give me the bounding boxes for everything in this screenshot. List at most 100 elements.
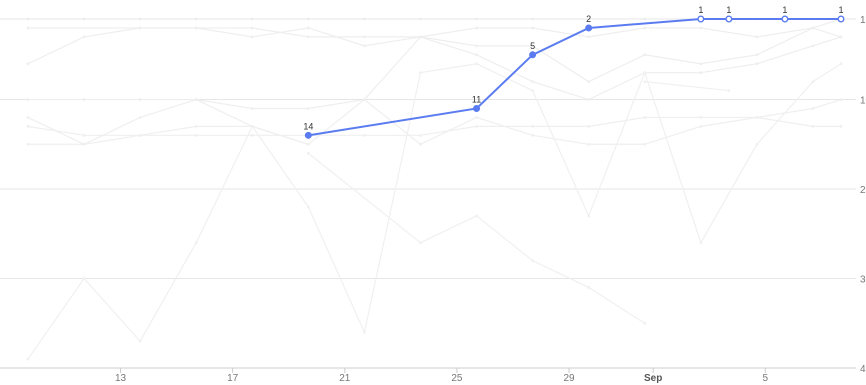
background-series-point [26, 98, 30, 101]
highlight-series-line [308, 18, 841, 137]
background-series-point [363, 35, 366, 39]
background-series-point [138, 26, 142, 30]
background-series-point [811, 107, 815, 110]
highlight-series-point [529, 51, 537, 59]
data-label: 1 [782, 5, 787, 15]
background-series-point [26, 17, 30, 21]
background-series-point [306, 35, 310, 39]
background-series-point [138, 17, 142, 21]
background-series-point [419, 241, 422, 245]
background-series-point [531, 133, 535, 137]
x-tick-label: 13 [115, 373, 127, 384]
y-tick-label: 20 [860, 185, 866, 196]
background-series-point [250, 26, 254, 30]
highlight-series-point [585, 24, 593, 32]
background-series-point [811, 26, 815, 30]
background-series-point [419, 142, 422, 146]
background-series-point [475, 26, 478, 30]
background-series-point [250, 17, 254, 21]
background-series-point [531, 124, 535, 128]
background-series-point [475, 124, 478, 128]
background-series-point [306, 107, 310, 110]
background-series-line [28, 36, 842, 110]
background-series-line [28, 27, 842, 47]
background-series-point [643, 80, 647, 84]
x-tick-label: 25 [451, 373, 463, 384]
background-series-point [306, 142, 310, 146]
background-series-point [727, 89, 731, 92]
highlight-series-point [781, 15, 789, 23]
highlight-series-point [725, 15, 733, 23]
background-series-point [138, 116, 142, 119]
background-series-point [26, 116, 30, 119]
background-series-point [194, 124, 198, 128]
x-tick-label: Sep [644, 373, 662, 384]
background-series-point [194, 98, 198, 101]
data-label: 2 [586, 14, 591, 24]
background-series-point [643, 53, 647, 57]
background-series-point [363, 330, 366, 334]
background-series-point [811, 80, 815, 84]
background-series-point [82, 98, 86, 101]
background-series-line [644, 81, 729, 92]
background-series-point [194, 241, 198, 245]
background-series-point [475, 214, 478, 218]
background-series-point [194, 133, 198, 137]
background-series-point [363, 133, 366, 137]
background-series-point [306, 17, 310, 21]
data-label: 5 [530, 41, 535, 51]
data-label: 1 [726, 5, 731, 15]
background-series-point [643, 17, 647, 21]
background-series-point [699, 124, 703, 128]
background-series-point [26, 357, 30, 361]
background-series-point [306, 205, 310, 209]
background-series-point [643, 321, 647, 325]
background-series-point [138, 98, 142, 101]
background-series-point [531, 26, 535, 30]
background-series-point [363, 17, 366, 21]
background-series-point [306, 151, 310, 155]
background-series-point [419, 71, 422, 75]
y-tick-label: 40 [860, 364, 866, 375]
background-series-point [138, 133, 142, 137]
background-series-point [643, 116, 647, 119]
highlight-series-point [473, 104, 481, 112]
background-series-point [419, 133, 422, 137]
background-series-point [699, 26, 703, 30]
highlight-series-point [837, 15, 845, 23]
background-series-point [643, 26, 647, 30]
x-tick-label: 21 [339, 373, 351, 384]
background-series-point [587, 80, 591, 84]
background-series-point [194, 26, 198, 30]
background-series-point [755, 116, 759, 119]
background-series-point [475, 44, 478, 48]
background-series-point [587, 17, 591, 21]
background-series-point [839, 62, 843, 66]
background-series-point [587, 142, 591, 146]
background-series-point [531, 44, 535, 48]
background-series-point [531, 17, 535, 21]
x-tick-label: 5 [763, 373, 769, 384]
background-series-point [839, 124, 843, 128]
background-series-point [755, 142, 759, 146]
background-series-point [811, 44, 815, 48]
background-series-point [26, 26, 30, 30]
data-label: 1 [698, 5, 703, 15]
background-series-line [27, 98, 309, 145]
background-series-point [82, 142, 86, 146]
highlight-series-point [304, 131, 312, 139]
highlight-series-point [697, 15, 705, 23]
background-series-point [26, 124, 30, 128]
background-series-point [643, 142, 647, 146]
background-series-point [839, 98, 843, 101]
background-series-point [250, 133, 254, 137]
background-series-point [26, 62, 30, 66]
background-series-point [475, 116, 478, 119]
background-series-point [531, 259, 535, 263]
y-tick-label: 1 [860, 15, 866, 26]
background-series-point [699, 71, 703, 75]
background-series-point [250, 35, 254, 39]
background-series-point [82, 277, 86, 280]
background-series-point [363, 44, 366, 48]
